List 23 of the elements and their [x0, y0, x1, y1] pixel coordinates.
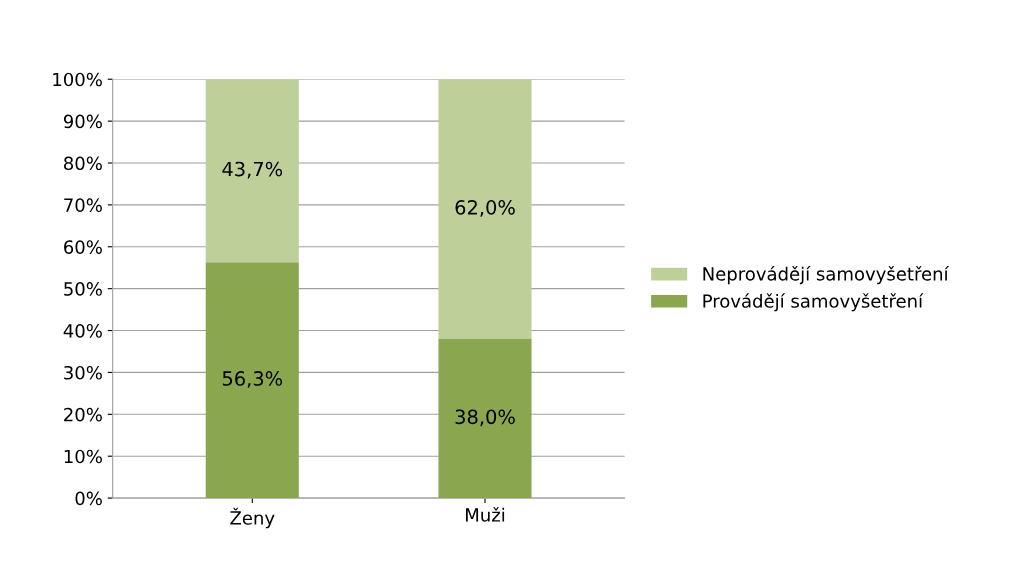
data-label: 56,3% — [222, 371, 283, 388]
bar — [438, 338, 532, 499]
legend-label: Provádějí samovyšetření — [703, 293, 924, 312]
y-tick-label: 10% — [64, 449, 102, 464]
bar — [438, 79, 532, 339]
y-tick-label: 0% — [75, 491, 102, 506]
y-tick-label: 30% — [64, 365, 102, 380]
data-label: 62,0% — [455, 200, 515, 217]
y-tick-label: 20% — [64, 407, 102, 422]
y-tick-label: 60% — [64, 240, 102, 254]
legend-label: Neprovádějí samovyšetření — [703, 265, 950, 285]
bar — [205, 262, 299, 499]
bar — [205, 79, 299, 263]
y-tick-label: 80% — [64, 156, 102, 171]
x-tick-label: Muži — [466, 507, 505, 522]
y-tick-label: 100% — [53, 72, 102, 87]
y-tick-label: 70% — [64, 198, 102, 213]
x-tick-label: Ženy — [230, 507, 275, 529]
data-label: 38,0% — [455, 409, 515, 427]
data-label: 43,7% — [222, 161, 283, 179]
y-tick-label: 50% — [64, 282, 102, 296]
y-tick-label: 90% — [63, 114, 102, 129]
y-tick-label: 40% — [63, 324, 102, 338]
